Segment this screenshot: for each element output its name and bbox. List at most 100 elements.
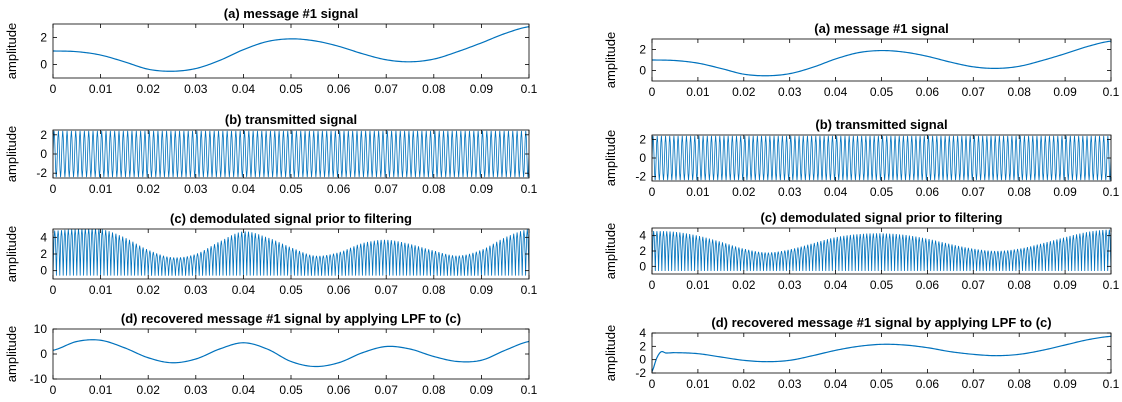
x-tick-label: 0.01 (89, 182, 113, 196)
axes-box (651, 332, 1112, 374)
axes-box (52, 23, 530, 79)
x-tick-label: 0.06 (916, 85, 940, 99)
subplot-title: (a) message #1 signal (814, 21, 948, 36)
x-tick-label: 0.02 (732, 377, 756, 391)
x-tick-label: 0.1 (521, 383, 538, 397)
y-axis-label: amplitude (4, 126, 19, 182)
x-tick-label: 0.09 (1053, 85, 1077, 99)
y-tick-label: 0 (639, 259, 646, 273)
x-tick-label: 0.06 (916, 278, 940, 292)
y-tick-label: 4 (639, 229, 646, 243)
subplot-1: 0 0.01 0.02 0.03 0.04 0.05 0.06 0.07 0.08 0.09 0.1… (4, 6, 538, 96)
x-tick-label: 0.01 (686, 278, 710, 292)
x-tick-label: 0.1 (1103, 185, 1120, 199)
subplot-title: (d) recovered message #1 signal by apply… (121, 311, 461, 326)
y-tick-label: 0 (40, 264, 47, 278)
y-axis-label: amplitude (603, 223, 618, 279)
x-tick-label: 0.03 (778, 85, 802, 99)
y-tick-label: 2 (40, 247, 47, 261)
x-tick-label: 0.06 (327, 82, 351, 96)
y-tick-label: -2 (36, 166, 47, 180)
x-tick-label: 0 (50, 82, 57, 96)
subplot-6: 0 0.01 0.02 0.03 0.04 0.05 0.06 0.07 0.08 0.09 0.1… (603, 117, 1120, 199)
x-tick-label: 0.02 (137, 283, 161, 297)
x-tick-label: 0.08 (1008, 278, 1032, 292)
y-axis-label: amplitude (603, 32, 618, 88)
y-tick-label: 0 (40, 147, 47, 161)
x-tick-label: 0.09 (1053, 278, 1077, 292)
x-tick-label: 0.01 (89, 82, 113, 96)
subplot-8: 0 0.01 0.02 0.03 0.04 0.05 0.06 0.07 0.08 0.09 0.1… (603, 315, 1120, 391)
x-tick-label: 0.04 (232, 82, 256, 96)
x-tick-label: 0 (50, 283, 57, 297)
x-tick-label: 0.09 (470, 182, 494, 196)
x-tick-label: 0.04 (232, 182, 256, 196)
x-tick-label: 0.02 (137, 182, 161, 196)
axes-box (52, 328, 530, 380)
x-tick-label: 0.08 (422, 383, 446, 397)
x-tick-label: 0.1 (521, 182, 538, 196)
series-line (652, 135, 1111, 181)
x-tick-label: 0.06 (327, 283, 351, 297)
x-tick-label: 0.09 (1053, 185, 1077, 199)
series-line (53, 26, 529, 72)
x-tick-label: 0.01 (686, 377, 710, 391)
subplot-title: (b) transmitted signal (225, 112, 357, 127)
x-tick-label: 0.05 (279, 182, 303, 196)
subplot-4: 0 0.01 0.02 0.03 0.04 0.05 0.06 0.07 0.08 0.09 0.1… (4, 311, 538, 397)
series-line (53, 130, 529, 178)
x-tick-label: 0.08 (422, 182, 446, 196)
y-tick-label: 0 (639, 151, 646, 165)
subplot-title: (c) demodulated signal prior to filterin… (170, 211, 412, 226)
x-tick-label: 0.1 (521, 82, 538, 96)
y-axis-label: amplitude (4, 326, 19, 382)
x-tick-label: 0.05 (870, 278, 894, 292)
x-tick-label: 0.01 (89, 283, 113, 297)
x-tick-label: 0.05 (279, 82, 303, 96)
x-tick-label: 0.07 (962, 185, 986, 199)
y-tick-label: 0 (40, 58, 47, 72)
y-tick-label: 2 (639, 133, 646, 147)
x-tick-label: 0.02 (732, 185, 756, 199)
series-line (652, 229, 1111, 271)
x-tick-label: 0.04 (232, 283, 256, 297)
x-tick-label: 0.04 (232, 383, 256, 397)
y-axis-label: amplitude (4, 226, 19, 282)
x-tick-label: 0.05 (870, 377, 894, 391)
x-tick-label: 0.07 (962, 377, 986, 391)
x-tick-label: 0.03 (778, 185, 802, 199)
y-tick-label: 0 (639, 64, 646, 78)
x-tick-label: 0.1 (1103, 278, 1120, 292)
y-tick-label: 2 (40, 128, 47, 142)
x-tick-label: 0 (649, 278, 656, 292)
x-tick-label: 0.03 (184, 82, 208, 96)
x-tick-label: 0.1 (521, 283, 538, 297)
y-tick-label: 2 (639, 244, 646, 258)
series-line (53, 229, 529, 276)
x-tick-label: 0.07 (375, 182, 399, 196)
x-tick-label: 0.08 (422, 82, 446, 96)
series-line (652, 335, 1111, 372)
x-tick-label: 0.08 (1008, 85, 1032, 99)
x-tick-label: 0.02 (137, 383, 161, 397)
x-tick-label: 0.1 (1103, 377, 1120, 391)
y-tick-label: 2 (40, 31, 47, 45)
subplot-title: (b) transmitted signal (815, 117, 947, 132)
x-tick-label: 0.07 (962, 85, 986, 99)
x-tick-label: 0.03 (184, 383, 208, 397)
x-tick-label: 0 (649, 185, 656, 199)
subplot-3: 0 0.01 0.02 0.03 0.04 0.05 0.06 0.07 0.08 0.09 0.1… (4, 211, 538, 297)
x-tick-label: 0.03 (778, 377, 802, 391)
x-tick-label: 0.08 (422, 283, 446, 297)
y-tick-label: -10 (30, 372, 48, 386)
x-tick-label: 0.05 (279, 283, 303, 297)
y-tick-label: 4 (639, 326, 646, 340)
x-tick-label: 0.08 (1008, 185, 1032, 199)
x-tick-label: 0 (50, 383, 57, 397)
series-line (652, 40, 1111, 77)
y-tick-label: 4 (40, 230, 47, 244)
x-tick-label: 0.07 (375, 82, 399, 96)
x-tick-label: 0.04 (824, 185, 848, 199)
subplot-5: 0 0.01 0.02 0.03 0.04 0.05 0.06 0.07 0.08 0.09 0.1… (603, 21, 1120, 99)
